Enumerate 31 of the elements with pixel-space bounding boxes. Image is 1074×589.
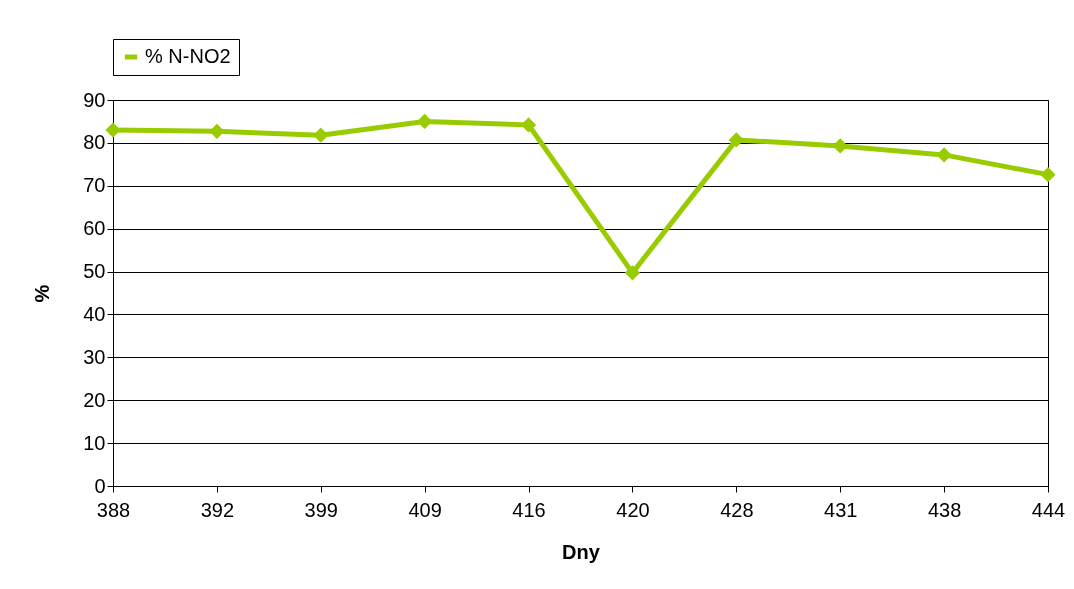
point (624, 265, 641, 281)
legend-label: % N-NO2 (145, 45, 231, 67)
y-tick-label: 80 (83, 131, 106, 154)
y-tick-label: 0 (94, 474, 106, 497)
x-tick-label: 444 (1031, 498, 1066, 521)
point (936, 147, 952, 163)
y-tick-label: 50 (83, 260, 106, 283)
x-tick-label: 438 (927, 498, 962, 521)
x-tick-label: 428 (720, 498, 754, 521)
y-tick-label: 40 (83, 302, 106, 325)
y-tick-label: 30 (83, 345, 106, 368)
y-tick-label: 60 (83, 217, 106, 240)
y-tick-label: 90 (83, 88, 106, 111)
x-tick-label: 416 (512, 498, 546, 521)
point (313, 127, 329, 143)
x-tick-label: 431 (824, 498, 858, 521)
y-tick-label: 20 (83, 388, 106, 411)
point (1040, 167, 1056, 183)
x-tick-label: 409 (408, 498, 442, 521)
y-tick-label: 70 (83, 174, 106, 197)
point (832, 138, 848, 154)
x-tick-label: 388 (96, 498, 131, 521)
x-tick-label: 399 (304, 498, 338, 521)
point (105, 122, 121, 138)
x-tick-label: 420 (616, 498, 650, 521)
y-tick-label: 10 (83, 431, 106, 454)
point (728, 132, 744, 148)
x-tick-label: 392 (200, 498, 235, 521)
point (417, 113, 433, 130)
x-axis-title: Dny (562, 540, 601, 563)
y-axis-title: % (31, 284, 54, 303)
